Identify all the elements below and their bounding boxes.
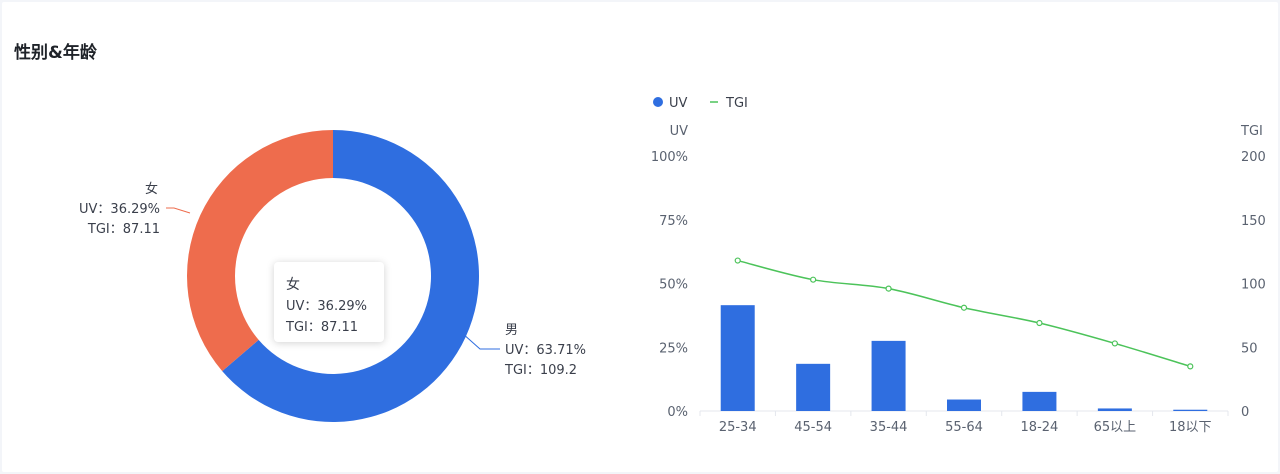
y-right-tick-label: 150 bbox=[1241, 214, 1266, 229]
uv-bar[interactable] bbox=[947, 399, 981, 411]
tooltip-tgi: TGI：87.11 bbox=[286, 320, 359, 335]
female-label-name: 女 bbox=[145, 181, 158, 197]
legend-tgi[interactable]: TGI bbox=[710, 96, 748, 111]
uv-bar[interactable] bbox=[871, 340, 906, 411]
tgi-point[interactable] bbox=[1036, 319, 1043, 327]
x-tick-label: 65以上 bbox=[1094, 420, 1137, 435]
x-axis-ticks: 25-34 45-54 35-44 55-64 18-24 65以上 18以下 bbox=[699, 411, 1229, 435]
slice-female[interactable] bbox=[187, 130, 333, 372]
tgi-point[interactable] bbox=[810, 276, 817, 283]
donut-tooltip: 女 UV：36.29% TGI：87.11 bbox=[274, 262, 384, 342]
tgi-point[interactable] bbox=[734, 257, 741, 264]
y-left-tick-label: 75% bbox=[659, 214, 688, 229]
uv-bar[interactable] bbox=[720, 305, 755, 411]
uv-bars bbox=[720, 305, 1208, 411]
uv-bar[interactable] bbox=[1097, 408, 1132, 411]
x-tick-label: 18-24 bbox=[1021, 420, 1059, 435]
y-left-tick-label: 0% bbox=[667, 405, 688, 420]
male-label-name: 男 bbox=[505, 323, 518, 338]
section-title: 性别&年龄 bbox=[14, 43, 97, 63]
x-tick-label: 35-44 bbox=[870, 420, 908, 435]
male-label-uv: UV：63.71% bbox=[505, 343, 586, 358]
tgi-point[interactable] bbox=[1111, 340, 1118, 347]
tgi-points bbox=[734, 257, 1194, 370]
y-right-tick-label: 100 bbox=[1241, 278, 1266, 293]
uv-bar[interactable] bbox=[1022, 391, 1057, 411]
female-label-leader bbox=[166, 207, 191, 214]
uv-bar[interactable] bbox=[796, 363, 831, 411]
legend-uv-dot bbox=[653, 97, 663, 107]
y-axis-left-title: UV bbox=[670, 124, 689, 139]
tooltip-uv: UV：36.29% bbox=[286, 299, 367, 314]
y-right-tick-label: 50 bbox=[1241, 341, 1258, 356]
y-axis-right-ticks: 0 50 100 150 200 bbox=[1241, 150, 1266, 420]
legend-uv-label: UV bbox=[669, 96, 688, 111]
tgi-point[interactable] bbox=[1187, 363, 1194, 370]
y-left-tick-label: 25% bbox=[659, 341, 688, 356]
female-label-uv: UV：36.29% bbox=[79, 202, 160, 217]
tgi-point[interactable] bbox=[885, 285, 892, 292]
y-right-tick-label: 200 bbox=[1241, 150, 1266, 165]
tgi-line bbox=[737, 259, 1191, 368]
x-tick-label: 18以下 bbox=[1169, 420, 1212, 435]
gender-donut-chart: 女 UV：36.29% TGI：87.11 男 UV：63.71% TGI：10… bbox=[79, 130, 586, 422]
male-label-leader bbox=[461, 332, 500, 350]
x-tick-label: 45-54 bbox=[794, 420, 832, 435]
y-left-tick-label: 50% bbox=[659, 278, 688, 293]
y-right-tick-label: 0 bbox=[1241, 405, 1249, 420]
female-label-tgi: TGI：87.11 bbox=[87, 222, 160, 237]
legend-tgi-label: TGI bbox=[725, 96, 748, 111]
male-label-tgi: TGI：109.2 bbox=[504, 363, 577, 378]
x-tick-label: 55-64 bbox=[945, 420, 983, 435]
y-left-tick-label: 100% bbox=[651, 150, 688, 165]
legend-uv[interactable]: UV bbox=[653, 96, 688, 111]
tgi-point[interactable] bbox=[960, 304, 968, 311]
slice-male[interactable] bbox=[222, 130, 479, 422]
y-axis-left-ticks: 0% 25% 50% 75% 100% bbox=[651, 150, 688, 420]
y-axis-right-title: TGI bbox=[1240, 124, 1263, 139]
tooltip-title: 女 bbox=[286, 277, 300, 293]
uv-bar[interactable] bbox=[1173, 409, 1208, 411]
x-tick-label: 25-34 bbox=[719, 420, 757, 435]
